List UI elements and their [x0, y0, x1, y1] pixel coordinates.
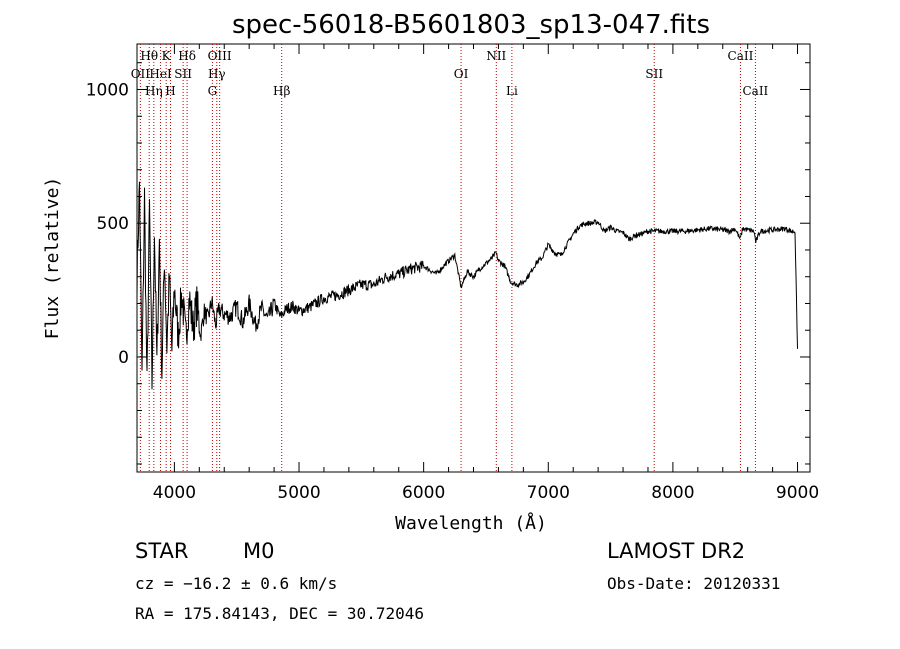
- spectral-line-label: SII: [645, 67, 663, 81]
- spectral-line-label: NII: [486, 49, 506, 63]
- spectrum-line: [136, 181, 798, 390]
- y-axis-label: Flux (relative): [42, 177, 63, 340]
- spectral-line-label: OII: [131, 67, 151, 81]
- spectral-line-label: Hβ: [273, 84, 290, 98]
- plot-frame: [136, 43, 811, 473]
- spectral-line-label: Li: [506, 84, 518, 98]
- y-tick-label: 500: [97, 214, 129, 234]
- spectral-line-label: OIII: [208, 49, 232, 63]
- sky-coordinates: RA = 175.84143, DEC = 30.72046: [135, 604, 424, 623]
- spectral-line-label: Hγ: [208, 67, 226, 81]
- object-class: STAR: [135, 539, 189, 563]
- spectral-subclass: M0: [243, 539, 275, 563]
- y-tick-label: 0: [118, 348, 129, 368]
- spectral-line-label: H: [165, 84, 175, 98]
- x-tick-label: 8000: [651, 483, 694, 503]
- x-tick-label: 4000: [153, 483, 196, 503]
- survey-name: LAMOST DR2: [607, 539, 746, 563]
- x-tick-label: 5000: [277, 483, 320, 503]
- spectral-line-label: SII: [174, 67, 192, 81]
- x-axis-label: Wavelength (Å): [395, 512, 547, 534]
- spectral-line-label: K: [162, 49, 172, 63]
- x-tick-label: 6000: [402, 483, 445, 503]
- x-tick-label: 7000: [527, 483, 570, 503]
- radial-velocity: cz = −16.2 ± 0.6 km/s: [135, 574, 338, 593]
- spectral-line-label: Hη: [145, 84, 163, 98]
- y-axis-ticks: 0 500 1000: [86, 62, 810, 465]
- spectral-line-label: G: [208, 84, 218, 98]
- chart-title: spec-56018-B5601803_sp13-047.fits: [232, 10, 710, 40]
- observation-date: Obs-Date: 20120331: [607, 574, 781, 593]
- spectral-line-label: Hδ: [178, 49, 196, 63]
- x-axis-ticks: 4000 5000 6000 7000 8000 9000: [153, 44, 819, 503]
- spectral-line-label: CaII: [742, 84, 768, 98]
- spectral-line-label: CaII: [728, 49, 754, 63]
- x-tick-label: 9000: [776, 483, 819, 503]
- spectral-line-label: Hθ: [140, 49, 158, 63]
- y-tick-label: 1000: [86, 80, 129, 100]
- spectral-line-label: HeI: [149, 67, 172, 81]
- spectral-line-markers: [139, 44, 756, 472]
- spectral-line-label: OI: [454, 67, 469, 81]
